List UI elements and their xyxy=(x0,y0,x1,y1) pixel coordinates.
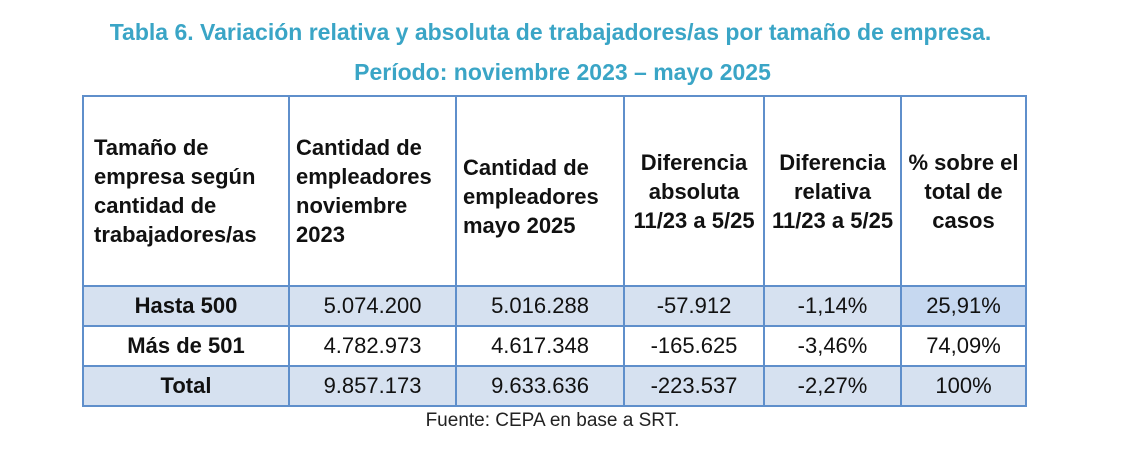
cell: 4.782.973 xyxy=(288,325,457,367)
table-row: Hasta 500 5.074.200 5.016.288 -57.912 -1… xyxy=(82,285,1027,327)
header-cell: % sobre el total de casos xyxy=(900,95,1027,287)
row-label: Hasta 500 xyxy=(82,285,290,327)
cell: -165.625 xyxy=(623,325,765,367)
cell: -57.912 xyxy=(623,285,765,327)
table-row-total: Total 9.857.173 9.633.636 -223.537 -2,27… xyxy=(82,365,1027,407)
cell: -2,27% xyxy=(763,365,902,407)
header-cell: Diferencia absoluta 11/23 a 5/25 xyxy=(623,95,765,287)
cell: 74,09% xyxy=(900,325,1027,367)
cell: -3,46% xyxy=(763,325,902,367)
table-subtitle: Período: noviembre 2023 – mayo 2025 xyxy=(354,59,771,85)
header-cell: Tamaño de empresa según cantidad de trab… xyxy=(82,95,290,287)
cell: -1,14% xyxy=(763,285,902,327)
row-label: Más de 501 xyxy=(82,325,290,367)
data-table: Tamaño de empresa según cantidad de trab… xyxy=(82,95,1027,407)
header-cell: Diferencia relativa 11/23 a 5/25 xyxy=(763,95,902,287)
table-row: Más de 501 4.782.973 4.617.348 -165.625 … xyxy=(82,325,1027,367)
cell: 5.016.288 xyxy=(455,285,625,327)
cell: -223.537 xyxy=(623,365,765,407)
row-label: Total xyxy=(82,365,290,407)
source-note: Fuente: CEPA en base a SRT. xyxy=(425,410,680,431)
table-title: Tabla 6. Variación relativa y absoluta d… xyxy=(109,19,992,45)
header-row: Tamaño de empresa según cantidad de trab… xyxy=(82,95,1027,287)
cell: 100% xyxy=(900,365,1027,407)
cell: 9.857.173 xyxy=(288,365,457,407)
header-cell: Cantidad de empleadores mayo 2025 xyxy=(455,95,625,287)
cell: 25,91% xyxy=(900,285,1027,327)
cell: 5.074.200 xyxy=(288,285,457,327)
cell: 4.617.348 xyxy=(455,325,625,367)
header-cell: Cantidad de empleadores noviembre 2023 xyxy=(288,95,457,287)
cell: 9.633.636 xyxy=(455,365,625,407)
